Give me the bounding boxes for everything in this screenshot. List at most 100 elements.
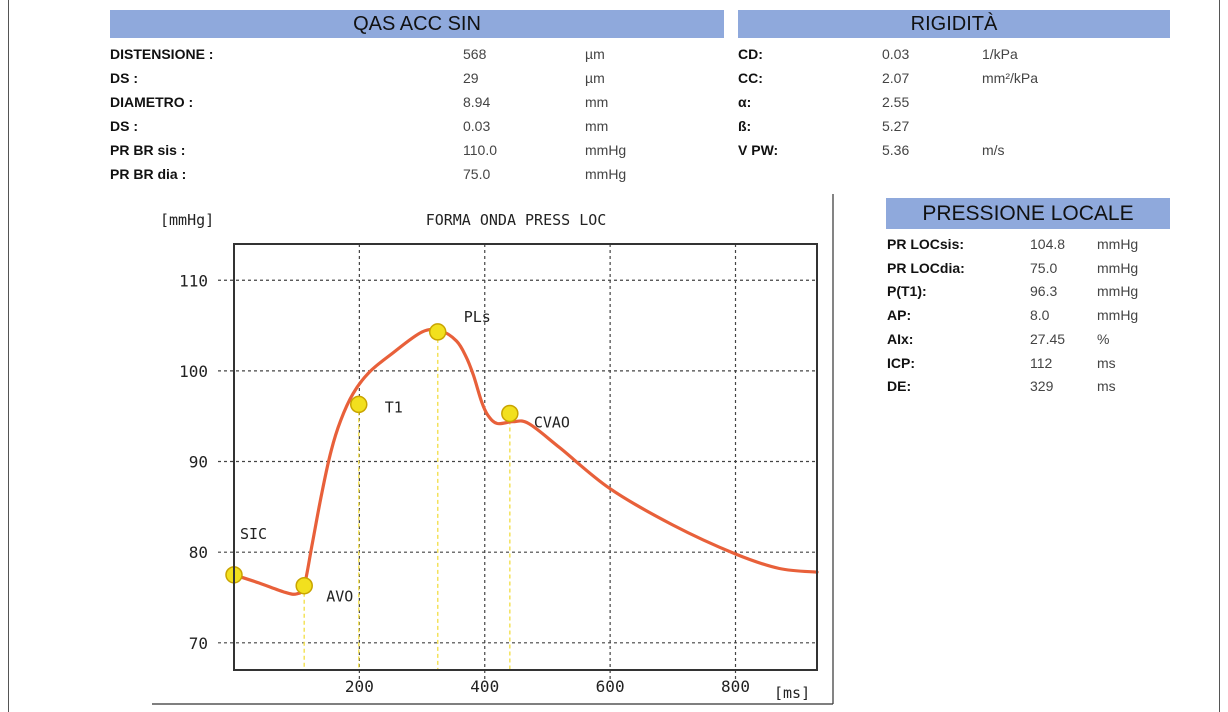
qas-label: DISTENSIONE : [110, 46, 214, 62]
qas-row: DS : 0.03 mm [110, 116, 710, 136]
qas-row: DS : 29 µm [110, 68, 710, 88]
pressione-row: AP: 8.0 mmHg [887, 305, 1167, 325]
marker-drop-lines [233, 331, 511, 670]
rigidita-row: V PW: 5.36 m/s [738, 140, 1158, 160]
pressione-row: P(T1): 96.3 mmHg [887, 281, 1167, 301]
marker-label-pls: PLs [464, 308, 491, 326]
rigidita-value: 5.27 [882, 118, 910, 134]
qas-unit: µm [585, 70, 605, 86]
qas-label: DIAMETRO : [110, 94, 194, 110]
rigidita-header: RIGIDITÀ [738, 10, 1170, 38]
rigidita-row: CC: 2.07 mm²/kPa [738, 68, 1158, 88]
qas-header: QAS ACC SIN [110, 10, 724, 38]
y-tick-label: 110 [179, 271, 208, 290]
rigidita-value: 2.07 [882, 70, 910, 86]
qas-title: QAS ACC SIN [353, 13, 481, 35]
qas-row: DIAMETRO : 8.94 mm [110, 92, 710, 112]
pressione-value: 96.3 [1030, 283, 1058, 300]
qas-value: 75.0 [463, 166, 491, 182]
pressione-row: AIx: 27.45% [887, 329, 1167, 349]
report-frame [8, 0, 1220, 712]
x-tick-label: 400 [470, 677, 499, 696]
qas-label: PR BR dia : [110, 166, 187, 182]
qas-value: 568 [463, 46, 487, 62]
qas-value: 8.94 [463, 94, 491, 110]
rigidita-value: 5.36 [882, 142, 910, 158]
rigidita-value: 0.03 [882, 46, 910, 62]
pressione-unit: ms [1097, 378, 1116, 395]
rigidita-label: CC: [738, 70, 763, 86]
marker-cvao [501, 404, 519, 423]
pressione-unit: mmHg [1097, 283, 1139, 300]
rigidita-row: α: 2.55 [738, 92, 1158, 112]
pressione-title: PRESSIONE LOCALE [922, 202, 1134, 225]
qas-label: PR BR sis : [110, 142, 186, 158]
rigidita-value: 2.55 [882, 94, 910, 110]
rigidita-label: α: [738, 94, 752, 110]
qas-label: DS : [110, 118, 138, 134]
qas-label: DS : [110, 70, 138, 86]
pressione-unit: mmHg [1097, 236, 1139, 252]
pressione-unit: ms [1097, 354, 1116, 371]
pressure-waveform-line [232, 327, 819, 596]
pressione-value: 27.45 [1030, 330, 1066, 347]
qas-row: PR BR dia : 75.0 mmHg [110, 164, 710, 184]
rigidita-row: CD: 0.03 1/kPa [738, 44, 1158, 64]
pressione-label: PR LOCdia: [887, 259, 965, 276]
waveform-chart: FORMA ONDA PRESS LOC [mmHg] SIC AVO T1 PLs C… [152, 194, 834, 705]
axis-tick-labels: 70 80 90 100 110 200 400 600 800 [179, 271, 750, 696]
qas-unit: mmHg [585, 142, 627, 158]
pressione-value: 75.0 [1030, 259, 1058, 276]
marker-label-avo: AVO [326, 588, 353, 606]
marker-label-sic: SIC [240, 525, 267, 543]
y-tick-label: 80 [189, 543, 208, 562]
pressione-value: 8.0 [1030, 307, 1050, 324]
chart-title: FORMA ONDA PRESS LOC [426, 211, 607, 229]
x-axis-label: [ms] [774, 684, 810, 702]
marker-pls [428, 323, 447, 341]
marker-label-t1: T1 [385, 398, 403, 416]
rigidita-label: ß: [738, 118, 752, 134]
pressione-value: 104.8 [1030, 236, 1066, 252]
pressione-row: DE: 329 ms [887, 376, 1167, 396]
pressione-value: 112 [1030, 354, 1053, 371]
rigidita-unit: m/s [982, 142, 1005, 158]
rigidita-unit: 1/kPa [982, 46, 1018, 62]
qas-unit: mmHg [585, 166, 627, 182]
y-axis-label: [mmHg] [160, 211, 214, 229]
qas-row: DISTENSIONE : 568 µm [110, 44, 710, 64]
qas-unit: µm [585, 46, 605, 62]
rigidita-row: ß: 5.27 [738, 116, 1158, 136]
y-tick-label: 100 [179, 362, 208, 381]
y-tick-label: 70 [189, 634, 208, 653]
marker-label-cvao: CVAO [534, 413, 570, 431]
marker-avo [295, 576, 313, 595]
qas-value: 29 [463, 70, 479, 86]
pressione-header: PRESSIONE LOCALE [886, 198, 1170, 229]
pressione-label: ICP: [887, 354, 915, 371]
pressione-label: AP: [887, 307, 912, 324]
y-tick-label: 90 [189, 453, 208, 472]
qas-value: 0.03 [463, 118, 491, 134]
qas-row: PR BR sis : 110.0 mmHg [110, 140, 710, 160]
pressione-unit: mmHg [1097, 307, 1139, 324]
x-tick-label: 200 [345, 677, 374, 696]
rigidita-unit: mm²/kPa [982, 70, 1038, 86]
pressione-unit: % [1097, 330, 1110, 347]
pressione-label: AIx: [887, 330, 914, 347]
x-tick-label: 800 [721, 677, 750, 696]
pressione-row: PR LOCsis: 104.8 mmHg [887, 234, 1167, 254]
qas-value: 110.0 [463, 142, 497, 158]
pressione-row: PR LOCdia: 75.0 mmHg [887, 258, 1167, 278]
qas-unit: mm [585, 118, 609, 134]
waveform-markers: SIC AVO T1 PLs CVAO [225, 308, 570, 606]
pressione-label: DE: [887, 378, 912, 395]
pressione-unit: mmHg [1097, 259, 1139, 276]
pressione-row: ICP: 112 ms [887, 353, 1167, 373]
pressione-value: 329 [1030, 378, 1054, 395]
waveform-chart-container: FORMA ONDA PRESS LOC [mmHg] SIC AVO T1 PLs C… [150, 192, 840, 707]
marker-t1 [349, 395, 368, 414]
rigidita-label: CD: [738, 46, 763, 62]
plot-border [233, 243, 818, 671]
rigidita-title: RIGIDITÀ [910, 13, 998, 35]
